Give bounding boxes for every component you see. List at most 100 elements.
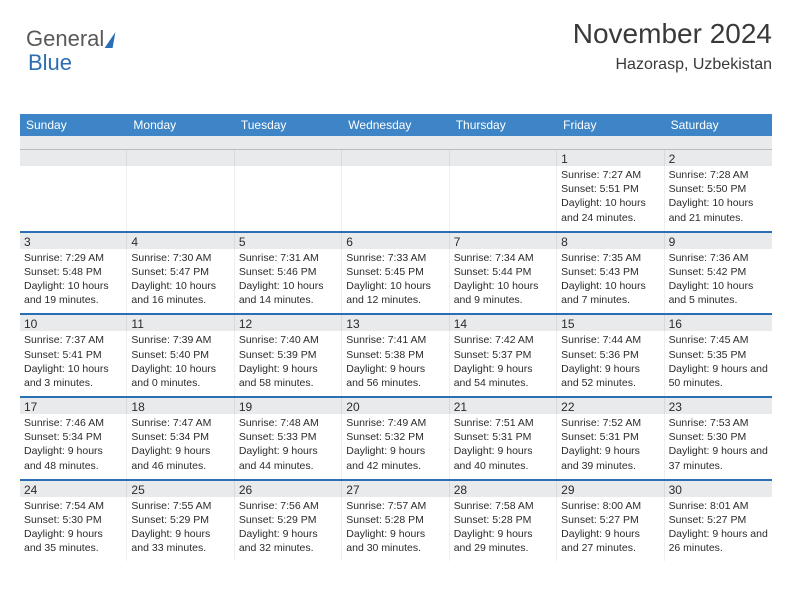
- daynum-cell: 12: [235, 315, 342, 331]
- content-cell: Sunrise: 7:41 AMSunset: 5:38 PMDaylight:…: [342, 331, 449, 396]
- sunrise-line: Sunrise: 7:35 AM: [561, 251, 659, 265]
- sunset-line: Sunset: 5:35 PM: [669, 348, 768, 362]
- daynum-cell: 18: [127, 398, 234, 414]
- daylight-line: Daylight: 10 hours and 19 minutes.: [24, 279, 122, 307]
- daylight-line: Daylight: 9 hours and 58 minutes.: [239, 362, 337, 390]
- daynum-cell: 2: [665, 150, 772, 166]
- month-title: November 2024: [573, 18, 772, 50]
- daylight-line: Daylight: 9 hours and 35 minutes.: [24, 527, 122, 555]
- sunset-line: Sunset: 5:48 PM: [24, 265, 122, 279]
- daynum-cell: 15: [557, 315, 664, 331]
- daynum-cell: 23: [665, 398, 772, 414]
- sunrise-line: Sunrise: 7:31 AM: [239, 251, 337, 265]
- sunrise-line: Sunrise: 7:27 AM: [561, 168, 659, 182]
- sunrise-line: Sunrise: 7:41 AM: [346, 333, 444, 347]
- sunrise-line: Sunrise: 7:45 AM: [669, 333, 768, 347]
- sunrise-line: Sunrise: 7:33 AM: [346, 251, 444, 265]
- sunrise-line: Sunrise: 7:42 AM: [454, 333, 552, 347]
- content-row: Sunrise: 7:54 AMSunset: 5:30 PMDaylight:…: [20, 497, 772, 562]
- content-cell: Sunrise: 7:51 AMSunset: 5:31 PMDaylight:…: [450, 414, 557, 479]
- daylight-line: Daylight: 9 hours and 52 minutes.: [561, 362, 659, 390]
- daynum-cell: 19: [235, 398, 342, 414]
- sunset-line: Sunset: 5:38 PM: [346, 348, 444, 362]
- dow-cell: Saturday: [665, 114, 772, 136]
- sunset-line: Sunset: 5:41 PM: [24, 348, 122, 362]
- daynum-cell: 17: [20, 398, 127, 414]
- daylight-line: Daylight: 10 hours and 0 minutes.: [131, 362, 229, 390]
- daylight-line: Daylight: 10 hours and 16 minutes.: [131, 279, 229, 307]
- sunrise-line: Sunrise: 7:52 AM: [561, 416, 659, 430]
- sunrise-line: Sunrise: 7:48 AM: [239, 416, 337, 430]
- daynum-cell: 11: [127, 315, 234, 331]
- sunrise-line: Sunrise: 7:56 AM: [239, 499, 337, 513]
- daynum-cell: 9: [665, 233, 772, 249]
- sunset-line: Sunset: 5:31 PM: [454, 430, 552, 444]
- sunset-line: Sunset: 5:29 PM: [239, 513, 337, 527]
- daynum-cell: 22: [557, 398, 664, 414]
- content-cell: Sunrise: 7:33 AMSunset: 5:45 PMDaylight:…: [342, 249, 449, 314]
- daylight-line: Daylight: 9 hours and 50 minutes.: [669, 362, 768, 390]
- sunrise-line: Sunrise: 8:00 AM: [561, 499, 659, 513]
- sunrise-line: Sunrise: 7:51 AM: [454, 416, 552, 430]
- daylight-line: Daylight: 9 hours and 27 minutes.: [561, 527, 659, 555]
- sunset-line: Sunset: 5:39 PM: [239, 348, 337, 362]
- sunrise-line: Sunrise: 7:55 AM: [131, 499, 229, 513]
- logo-triangle-icon: [105, 32, 116, 48]
- sunrise-line: Sunrise: 7:37 AM: [24, 333, 122, 347]
- daynum-cell: 13: [342, 315, 449, 331]
- content-cell: Sunrise: 7:42 AMSunset: 5:37 PMDaylight:…: [450, 331, 557, 396]
- content-cell: Sunrise: 8:01 AMSunset: 5:27 PMDaylight:…: [665, 497, 772, 562]
- sunset-line: Sunset: 5:42 PM: [669, 265, 768, 279]
- sunset-line: Sunset: 5:51 PM: [561, 182, 659, 196]
- content-cell: Sunrise: 7:27 AMSunset: 5:51 PMDaylight:…: [557, 166, 664, 231]
- daynum-cell: 4: [127, 233, 234, 249]
- sunset-line: Sunset: 5:28 PM: [454, 513, 552, 527]
- content-cell: Sunrise: 7:40 AMSunset: 5:39 PMDaylight:…: [235, 331, 342, 396]
- sunrise-line: Sunrise: 7:58 AM: [454, 499, 552, 513]
- daynum-cell: 20: [342, 398, 449, 414]
- content-cell: Sunrise: 7:47 AMSunset: 5:34 PMDaylight:…: [127, 414, 234, 479]
- content-cell: Sunrise: 7:54 AMSunset: 5:30 PMDaylight:…: [20, 497, 127, 562]
- daylight-line: Daylight: 9 hours and 26 minutes.: [669, 527, 768, 555]
- dow-cell: Sunday: [20, 114, 127, 136]
- content-cell: Sunrise: 7:31 AMSunset: 5:46 PMDaylight:…: [235, 249, 342, 314]
- dow-row: SundayMondayTuesdayWednesdayThursdayFrid…: [20, 114, 772, 136]
- content-row: Sunrise: 7:46 AMSunset: 5:34 PMDaylight:…: [20, 414, 772, 479]
- sunrise-line: Sunrise: 7:47 AM: [131, 416, 229, 430]
- logo: General: [26, 26, 114, 52]
- sunset-line: Sunset: 5:27 PM: [669, 513, 768, 527]
- daylight-line: Daylight: 9 hours and 39 minutes.: [561, 444, 659, 472]
- daynum-cell: 6: [342, 233, 449, 249]
- sunset-line: Sunset: 5:30 PM: [669, 430, 768, 444]
- daynum-strip: 24252627282930: [20, 479, 772, 497]
- sunset-line: Sunset: 5:28 PM: [346, 513, 444, 527]
- dow-cell: Friday: [557, 114, 664, 136]
- sunrise-line: Sunrise: 7:39 AM: [131, 333, 229, 347]
- content-cell: Sunrise: 7:56 AMSunset: 5:29 PMDaylight:…: [235, 497, 342, 562]
- content-cell: Sunrise: 7:48 AMSunset: 5:33 PMDaylight:…: [235, 414, 342, 479]
- daylight-line: Daylight: 9 hours and 46 minutes.: [131, 444, 229, 472]
- sunset-line: Sunset: 5:34 PM: [131, 430, 229, 444]
- sunset-line: Sunset: 5:47 PM: [131, 265, 229, 279]
- sunset-line: Sunset: 5:43 PM: [561, 265, 659, 279]
- content-cell: Sunrise: 8:00 AMSunset: 5:27 PMDaylight:…: [557, 497, 664, 562]
- daylight-line: Daylight: 9 hours and 42 minutes.: [346, 444, 444, 472]
- daylight-line: Daylight: 9 hours and 37 minutes.: [669, 444, 768, 472]
- daynum-cell: 27: [342, 481, 449, 497]
- content-row: Sunrise: 7:29 AMSunset: 5:48 PMDaylight:…: [20, 249, 772, 314]
- daylight-line: Daylight: 9 hours and 30 minutes.: [346, 527, 444, 555]
- content-cell: Sunrise: 7:39 AMSunset: 5:40 PMDaylight:…: [127, 331, 234, 396]
- daynum-cell: 21: [450, 398, 557, 414]
- daynum-cell: 10: [20, 315, 127, 331]
- daylight-line: Daylight: 10 hours and 21 minutes.: [669, 196, 768, 224]
- sunset-line: Sunset: 5:31 PM: [561, 430, 659, 444]
- sunrise-line: Sunrise: 7:40 AM: [239, 333, 337, 347]
- sunset-line: Sunset: 5:46 PM: [239, 265, 337, 279]
- calendar: SundayMondayTuesdayWednesdayThursdayFrid…: [20, 114, 772, 561]
- content-cell: Sunrise: 7:29 AMSunset: 5:48 PMDaylight:…: [20, 249, 127, 314]
- dow-cell: Thursday: [450, 114, 557, 136]
- sunset-line: Sunset: 5:34 PM: [24, 430, 122, 444]
- daylight-line: Daylight: 10 hours and 14 minutes.: [239, 279, 337, 307]
- sunset-line: Sunset: 5:27 PM: [561, 513, 659, 527]
- sunset-line: Sunset: 5:36 PM: [561, 348, 659, 362]
